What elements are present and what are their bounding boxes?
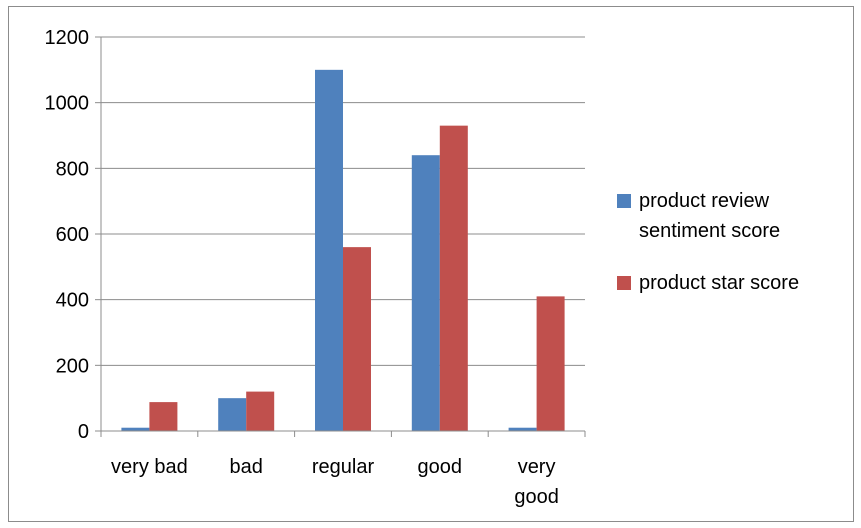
bar-chart: 0 200 400 600 800 1000 1200 very bad bad regular… bbox=[45, 27, 800, 508]
y-tick-label: 400 bbox=[56, 290, 89, 312]
bar-sentiment-bad bbox=[218, 398, 247, 431]
bar-sentiment-very-bad bbox=[121, 427, 150, 431]
y-tick-label: 200 bbox=[56, 355, 89, 377]
y-tick-label: 600 bbox=[56, 224, 89, 246]
y-tick-label: 800 bbox=[56, 158, 89, 180]
bars bbox=[121, 69, 565, 432]
bar-star-good bbox=[439, 125, 468, 432]
x-tick-label: good bbox=[418, 456, 463, 478]
y-tick-labels: 0 200 400 600 800 1000 1200 bbox=[45, 27, 90, 443]
bar-star-very-bad bbox=[149, 402, 178, 431]
x-tick-label: regular bbox=[312, 456, 375, 478]
bar-sentiment-very-good bbox=[508, 427, 537, 431]
bar-star-bad bbox=[246, 391, 275, 431]
bar-star-very-good bbox=[536, 296, 565, 431]
legend: product review sentiment score product sta… bbox=[617, 190, 799, 294]
legend-label-sentiment: product review sentiment score bbox=[639, 190, 780, 242]
x-tick-labels: very bad bad regular good very good bbox=[111, 456, 559, 508]
legend-swatch-star bbox=[617, 276, 631, 290]
bar-star-regular bbox=[343, 247, 371, 431]
x-tick-label: very bad bbox=[111, 456, 188, 478]
chart-frame: 0 200 400 600 800 1000 1200 very bad bad regular… bbox=[8, 6, 854, 522]
bar-sentiment-good bbox=[411, 155, 440, 431]
legend-swatch-sentiment bbox=[617, 194, 631, 208]
bar-sentiment-regular bbox=[315, 69, 343, 432]
x-tick-label: very good bbox=[514, 456, 559, 508]
axes bbox=[95, 36, 586, 437]
y-tick-label: 1200 bbox=[45, 27, 90, 49]
legend-label-star: product star score bbox=[639, 272, 799, 294]
y-tick-label: 1000 bbox=[45, 93, 90, 115]
y-tick-label: 0 bbox=[78, 421, 89, 443]
x-tick-label: bad bbox=[230, 456, 263, 478]
